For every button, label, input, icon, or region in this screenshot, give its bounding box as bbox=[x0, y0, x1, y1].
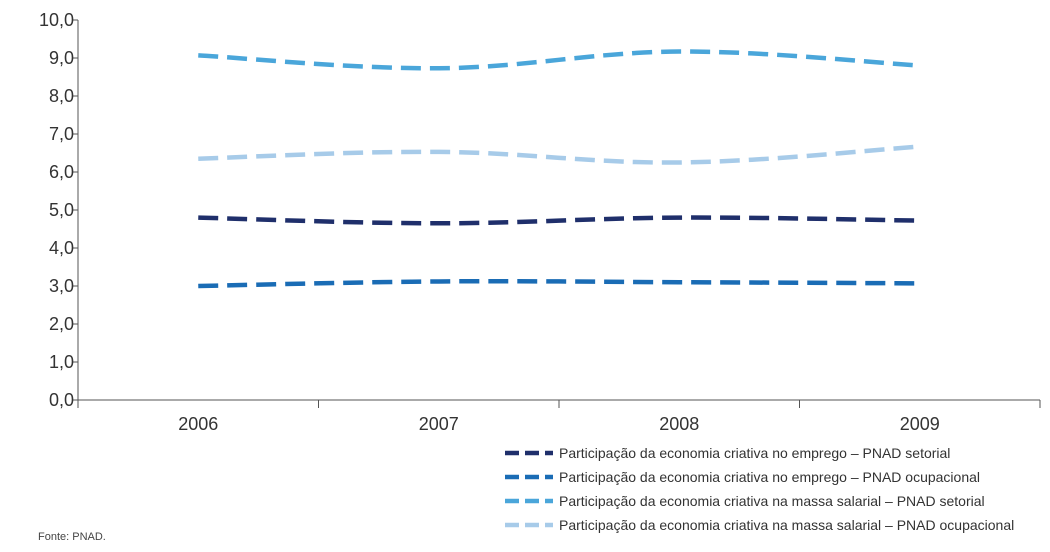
legend-label-1: Participação da economia criativa no emp… bbox=[559, 445, 950, 461]
x-tick-label: 2008 bbox=[659, 414, 699, 434]
y-tick-label: 7,0 bbox=[49, 124, 74, 144]
series-line-4 bbox=[198, 144, 920, 165]
y-tick-label: 0,0 bbox=[49, 390, 74, 410]
legend-label-3: Participação da economia criativa na mas… bbox=[559, 493, 985, 509]
y-tick-label: 9,0 bbox=[49, 48, 74, 68]
y-tick-label: 3,0 bbox=[49, 276, 74, 296]
x-axis: 2006 2007 2008 2009 bbox=[77, 399, 1041, 434]
series-lines bbox=[198, 49, 920, 289]
y-tick-label: 8,0 bbox=[49, 86, 74, 106]
x-tick-label: 2007 bbox=[419, 414, 459, 434]
series-line-1 bbox=[198, 215, 920, 226]
y-tick-label: 4,0 bbox=[49, 238, 74, 258]
series-line-2 bbox=[198, 278, 920, 289]
series-line-3 bbox=[198, 49, 920, 71]
y-axis: 0,0 1,0 2,0 3,0 4,0 5,0 6,0 7,0 8,0 9,0 10,0 bbox=[39, 10, 79, 410]
legend: Participação da economia criativa no emp… bbox=[505, 445, 1014, 533]
legend-label-4: Participação da economia criativa na mas… bbox=[559, 517, 1014, 533]
y-tick-label: 1,0 bbox=[49, 352, 74, 372]
y-tick-label: 5,0 bbox=[49, 200, 74, 220]
y-tick-label: 10,0 bbox=[39, 10, 74, 30]
legend-label-2: Participação da economia criativa no emp… bbox=[559, 469, 980, 485]
source-note: Fonte: PNAD. bbox=[38, 531, 106, 543]
y-tick-label: 6,0 bbox=[49, 162, 74, 182]
x-tick-label: 2009 bbox=[900, 414, 940, 434]
y-tick-label: 2,0 bbox=[49, 314, 74, 334]
x-tick-label: 2006 bbox=[178, 414, 218, 434]
